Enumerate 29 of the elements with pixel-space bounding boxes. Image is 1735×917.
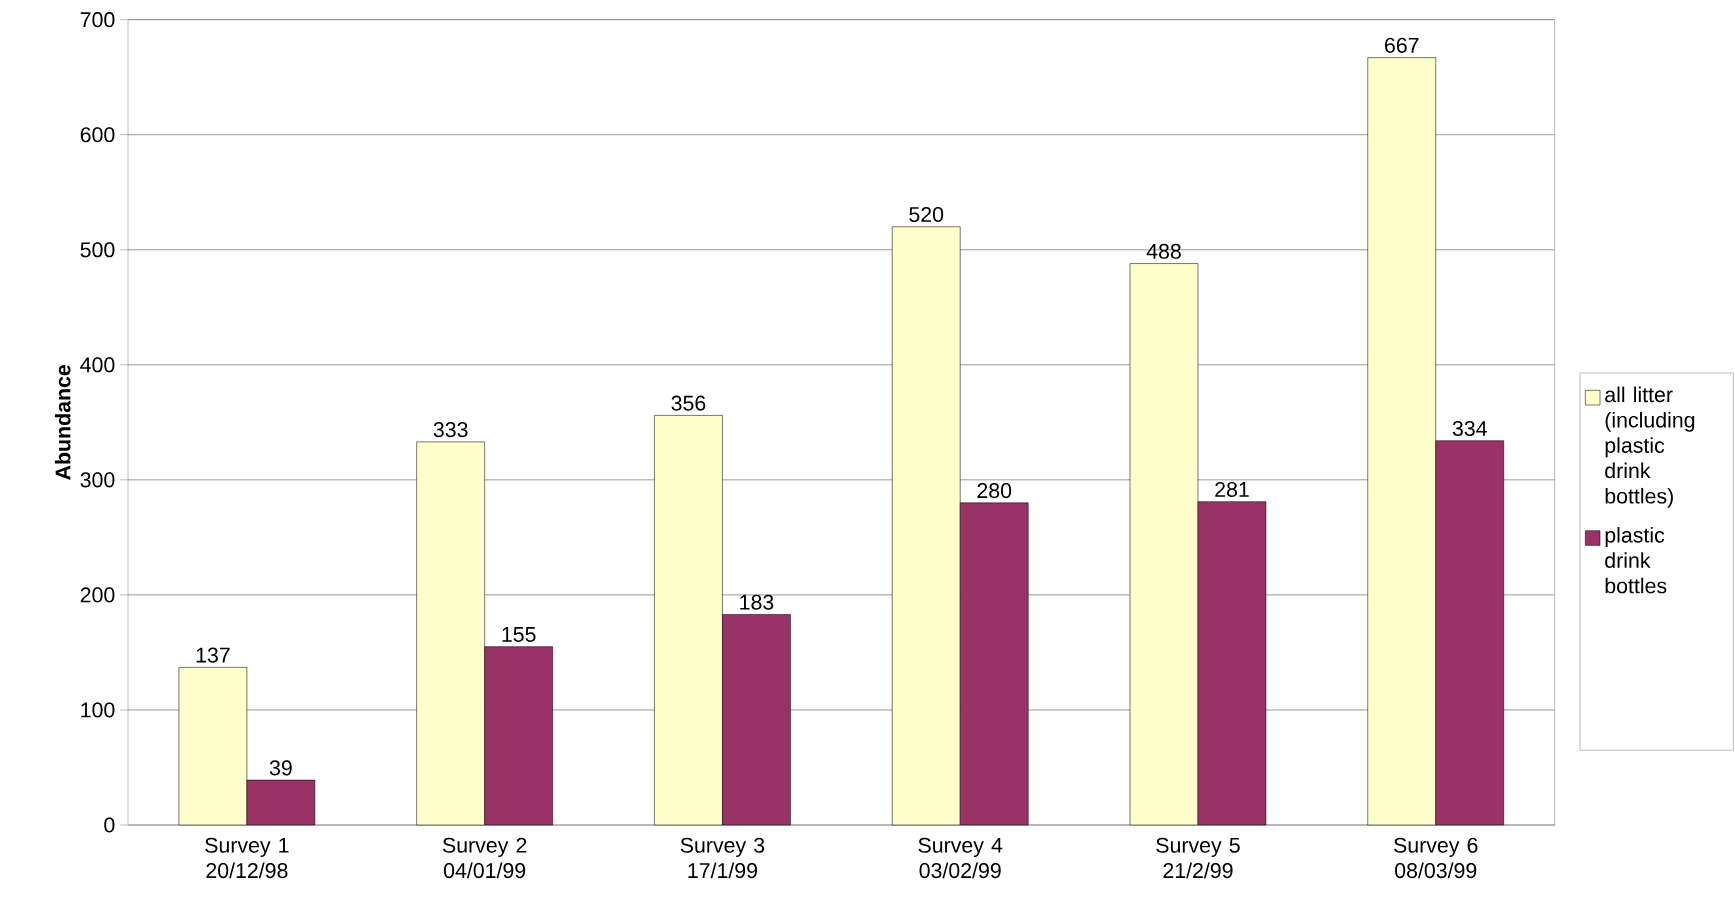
data-label: 520 [909,206,944,223]
data-label: 280 [977,483,1012,499]
y-tick-label: 600 [80,127,115,143]
x-tick-label: Survey 6 08/03/99 [1394,837,1478,879]
x-tick-label: Survey 3 17/1/99 [680,837,765,879]
data-label: 137 [196,647,230,663]
data-label: 334 [1452,420,1487,437]
y-tick-label: 500 [80,242,115,258]
data-label: 667 [1385,37,1419,53]
y-tick-label: 200 [80,587,115,603]
y-tick-label: 700 [80,12,115,28]
x-tick-label: Survey 1 20/12/98 [205,837,289,879]
y-tick-label: 300 [80,472,115,488]
legend-label: all litter (including plastic drink bottles) [1605,386,1695,508]
data-label: 333 [433,422,468,438]
y-tick-label: 0 [104,817,115,833]
x-tick-label: Survey 4 03/02/99 [918,837,1003,879]
legend-label: plastic drink bottles [1605,527,1667,594]
data-label: 183 [740,594,774,610]
y-tick-label: 400 [80,357,115,373]
data-label: 155 [502,627,536,642]
y-tick-label: 100 [81,702,115,718]
data-label: 39 [269,760,292,776]
y-axis-title: Abundance [54,364,71,480]
x-tick-label: Survey 5 21/2/99 [1156,837,1240,879]
data-label: 488 [1146,243,1181,259]
x-tick-label: Survey 2 04/01/99 [442,837,527,879]
data-label: 281 [1215,481,1249,497]
data-label: 356 [671,395,706,411]
